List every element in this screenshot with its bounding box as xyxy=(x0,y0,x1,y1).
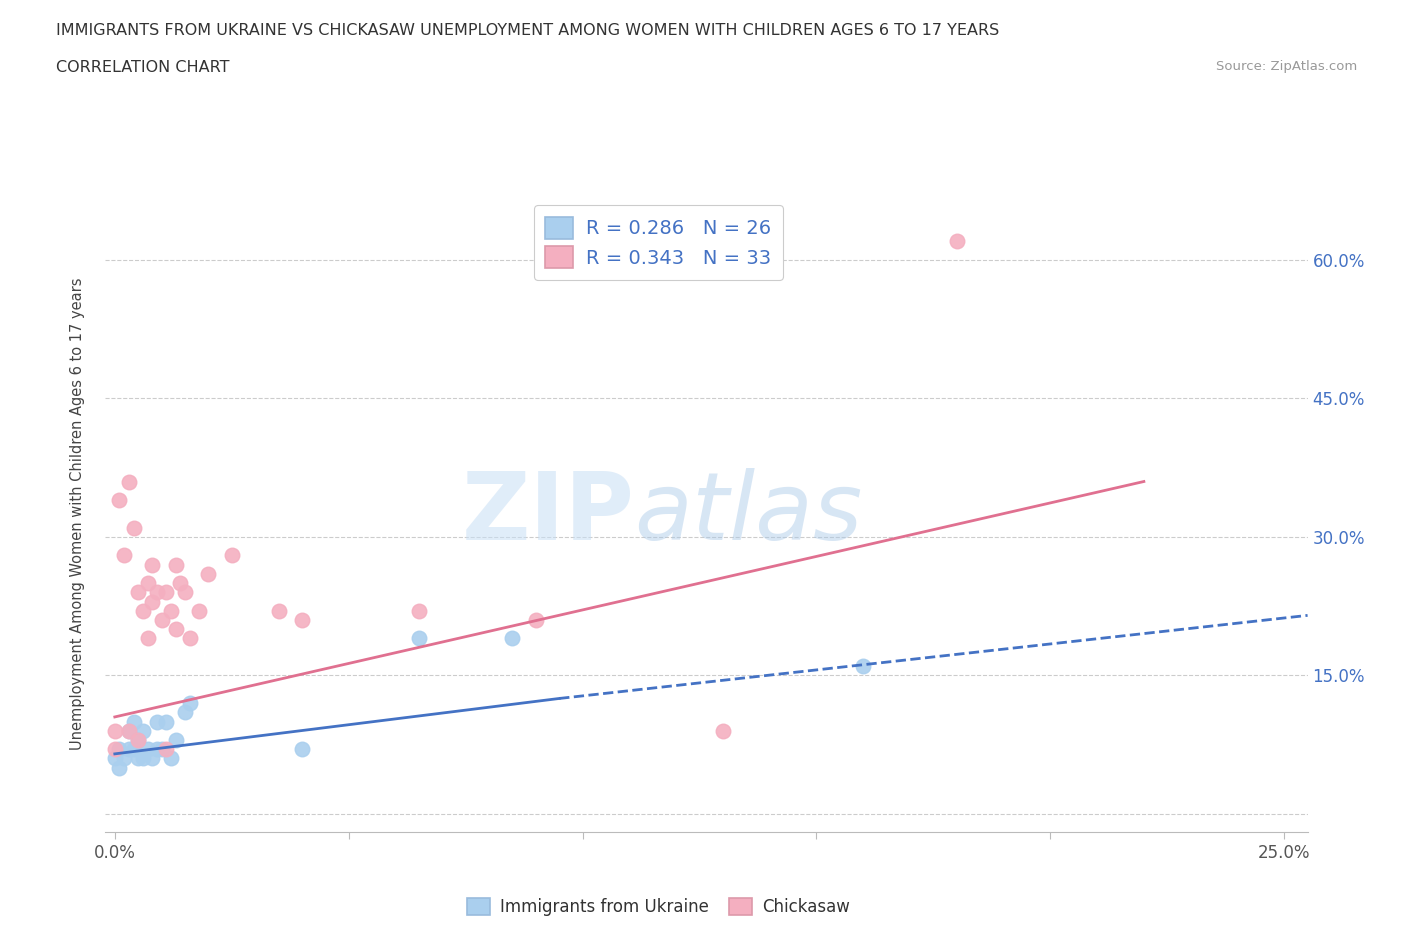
Point xyxy=(146,714,169,729)
Text: CORRELATION CHART: CORRELATION CHART xyxy=(56,60,229,75)
Point xyxy=(108,493,131,508)
Point xyxy=(127,733,149,748)
Point xyxy=(174,585,197,600)
Point xyxy=(108,761,131,776)
Y-axis label: Unemployment Among Women with Children Ages 6 to 17 years: Unemployment Among Women with Children A… xyxy=(70,277,84,751)
Point xyxy=(136,742,159,757)
Point xyxy=(267,604,290,618)
Point xyxy=(160,604,183,618)
Point xyxy=(136,576,159,591)
Point xyxy=(408,631,430,646)
Point xyxy=(165,733,187,748)
Point xyxy=(221,548,243,563)
Point xyxy=(155,742,177,757)
Text: Source: ZipAtlas.com: Source: ZipAtlas.com xyxy=(1216,60,1357,73)
Point xyxy=(104,751,127,766)
Point xyxy=(132,604,155,618)
Point xyxy=(104,724,127,738)
Legend: Immigrants from Ukraine, Chickasaw: Immigrants from Ukraine, Chickasaw xyxy=(460,891,856,923)
Point xyxy=(127,585,149,600)
Point xyxy=(118,742,141,757)
Point xyxy=(127,733,149,748)
Point xyxy=(136,631,159,646)
Point xyxy=(122,714,145,729)
Point xyxy=(524,613,547,628)
Point xyxy=(141,751,163,766)
Point xyxy=(112,751,135,766)
Point xyxy=(118,724,141,738)
Point xyxy=(150,742,173,757)
Point xyxy=(291,742,314,757)
Point xyxy=(165,557,187,572)
Point xyxy=(155,714,177,729)
Point xyxy=(945,234,967,249)
Point xyxy=(165,622,187,637)
Point xyxy=(132,751,155,766)
Point xyxy=(150,613,173,628)
Text: ZIP: ZIP xyxy=(461,468,634,560)
Point xyxy=(132,724,155,738)
Text: atlas: atlas xyxy=(634,469,863,559)
Text: IMMIGRANTS FROM UKRAINE VS CHICKASAW UNEMPLOYMENT AMONG WOMEN WITH CHILDREN AGES: IMMIGRANTS FROM UKRAINE VS CHICKASAW UNE… xyxy=(56,23,1000,38)
Point xyxy=(160,751,183,766)
Point xyxy=(127,751,149,766)
Point xyxy=(146,742,169,757)
Point xyxy=(169,576,191,591)
Point xyxy=(197,566,219,581)
Point xyxy=(112,548,135,563)
Point xyxy=(122,520,145,535)
Point xyxy=(179,696,201,711)
Point xyxy=(711,724,734,738)
Point xyxy=(852,658,875,673)
Point xyxy=(141,557,163,572)
Point xyxy=(118,474,141,489)
Point xyxy=(108,742,131,757)
Point xyxy=(188,604,211,618)
Point xyxy=(146,585,169,600)
Point xyxy=(174,705,197,720)
Point xyxy=(179,631,201,646)
Point xyxy=(501,631,523,646)
Point xyxy=(118,724,141,738)
Point xyxy=(122,742,145,757)
Point xyxy=(291,613,314,628)
Point xyxy=(408,604,430,618)
Point xyxy=(141,594,163,609)
Point xyxy=(155,585,177,600)
Point xyxy=(104,742,127,757)
